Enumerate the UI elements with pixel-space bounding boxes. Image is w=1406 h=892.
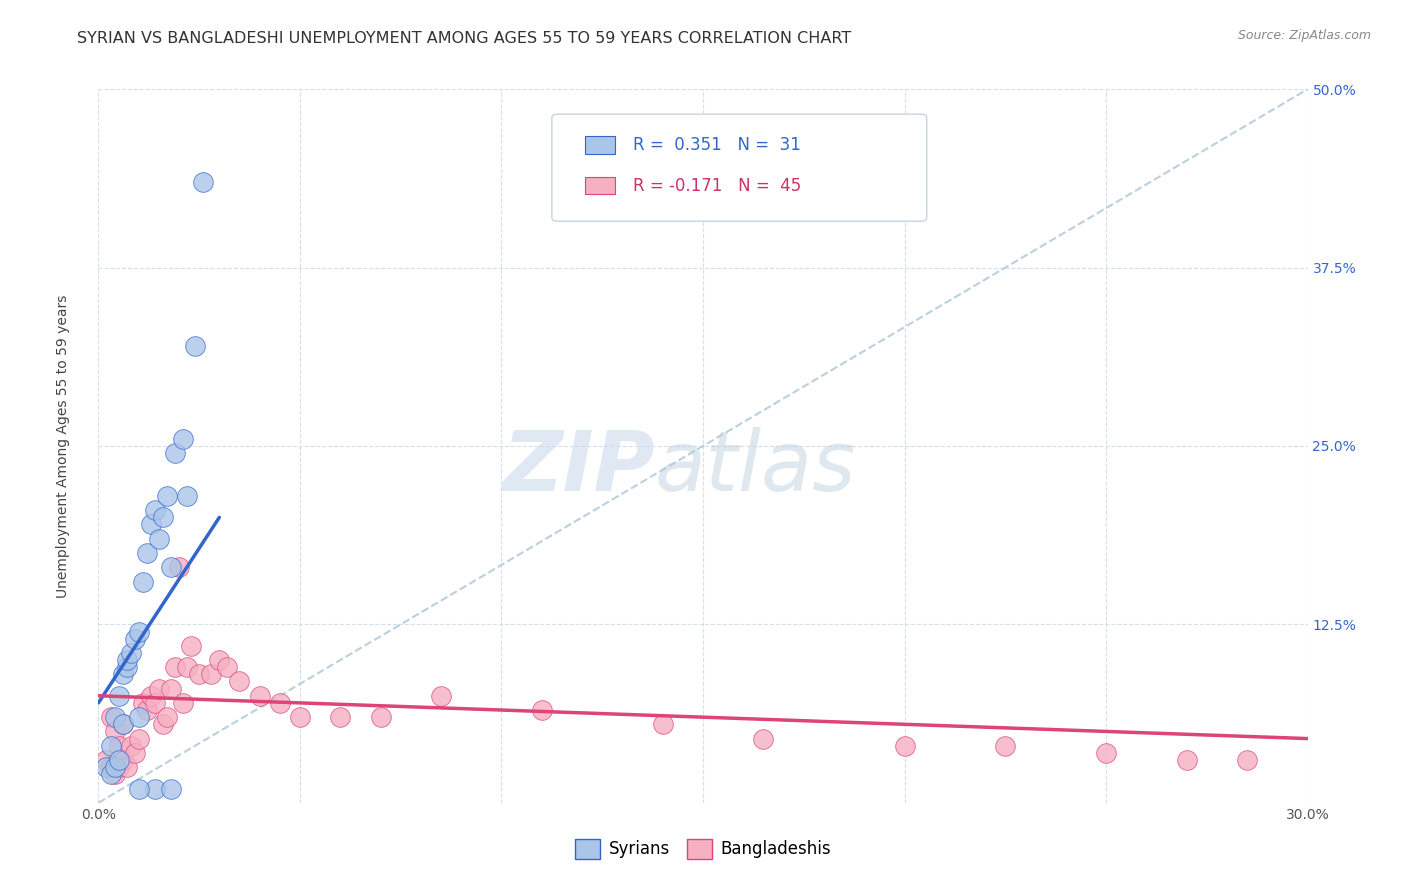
Point [96, 753, 118, 767]
Point [163, 446, 186, 460]
Point [156, 489, 179, 503]
Point [100, 710, 122, 724]
Text: Source: ZipAtlas.com: Source: ZipAtlas.com [1237, 29, 1371, 42]
Point [143, 781, 166, 796]
Text: R = -0.171   N =  45: R = -0.171 N = 45 [633, 177, 801, 194]
Text: atlas: atlas [655, 427, 856, 508]
Point [176, 489, 198, 503]
Point [103, 767, 125, 781]
Point [107, 689, 129, 703]
Text: R =  0.351   N =  31: R = 0.351 N = 31 [633, 136, 801, 153]
Point [184, 339, 207, 353]
Point [124, 632, 146, 646]
Point [530, 703, 553, 717]
Point [128, 624, 150, 639]
Point [370, 710, 392, 724]
Point [107, 753, 129, 767]
Point [111, 753, 134, 767]
Point [132, 574, 155, 589]
Point [96, 760, 118, 774]
Point [172, 696, 194, 710]
Point [111, 717, 134, 731]
Point [111, 717, 134, 731]
Text: SYRIAN VS BANGLADESHI UNEMPLOYMENT AMONG AGES 55 TO 59 YEARS CORRELATION CHART: SYRIAN VS BANGLADESHI UNEMPLOYMENT AMONG… [77, 31, 852, 46]
Point [430, 689, 453, 703]
FancyBboxPatch shape [585, 136, 614, 153]
Point [208, 653, 231, 667]
Point [180, 639, 202, 653]
Point [103, 724, 125, 739]
Legend: Syrians, Bangladeshis: Syrians, Bangladeshis [569, 832, 837, 866]
Point [152, 510, 174, 524]
Point [107, 760, 129, 774]
Point [100, 739, 122, 753]
Point [163, 660, 186, 674]
Point [100, 767, 122, 781]
Point [115, 660, 138, 674]
Point [111, 667, 134, 681]
Point [135, 703, 157, 717]
Point [103, 760, 125, 774]
Point [139, 689, 162, 703]
Point [172, 432, 194, 446]
Point [160, 560, 183, 574]
Point [160, 681, 183, 696]
FancyBboxPatch shape [585, 177, 614, 194]
Point [200, 667, 222, 681]
Point [893, 739, 915, 753]
Point [329, 710, 352, 724]
Point [135, 546, 157, 560]
FancyBboxPatch shape [551, 114, 927, 221]
Point [994, 739, 1017, 753]
Point [103, 710, 125, 724]
Point [100, 760, 122, 774]
Point [120, 646, 142, 660]
Point [167, 560, 190, 574]
Point [752, 731, 775, 746]
Point [249, 689, 271, 703]
Point [288, 710, 311, 724]
Point [269, 696, 291, 710]
Point [228, 674, 250, 689]
Point [1236, 753, 1258, 767]
Point [217, 660, 239, 674]
Text: Unemployment Among Ages 55 to 59 years: Unemployment Among Ages 55 to 59 years [56, 294, 70, 598]
Point [1175, 753, 1198, 767]
Point [128, 781, 150, 796]
Point [115, 760, 138, 774]
Point [156, 710, 179, 724]
Point [1095, 746, 1118, 760]
Point [143, 696, 166, 710]
Point [188, 667, 211, 681]
Point [132, 696, 155, 710]
Point [148, 532, 170, 546]
Point [148, 681, 170, 696]
Point [115, 653, 138, 667]
Point [651, 717, 673, 731]
Point [143, 503, 166, 517]
Point [193, 175, 215, 189]
Point [124, 746, 146, 760]
Point [120, 739, 142, 753]
Point [152, 717, 174, 731]
Text: ZIP: ZIP [502, 427, 655, 508]
Point [139, 517, 162, 532]
Point [128, 731, 150, 746]
Point [160, 781, 183, 796]
Point [176, 660, 198, 674]
Point [107, 739, 129, 753]
Point [128, 710, 150, 724]
